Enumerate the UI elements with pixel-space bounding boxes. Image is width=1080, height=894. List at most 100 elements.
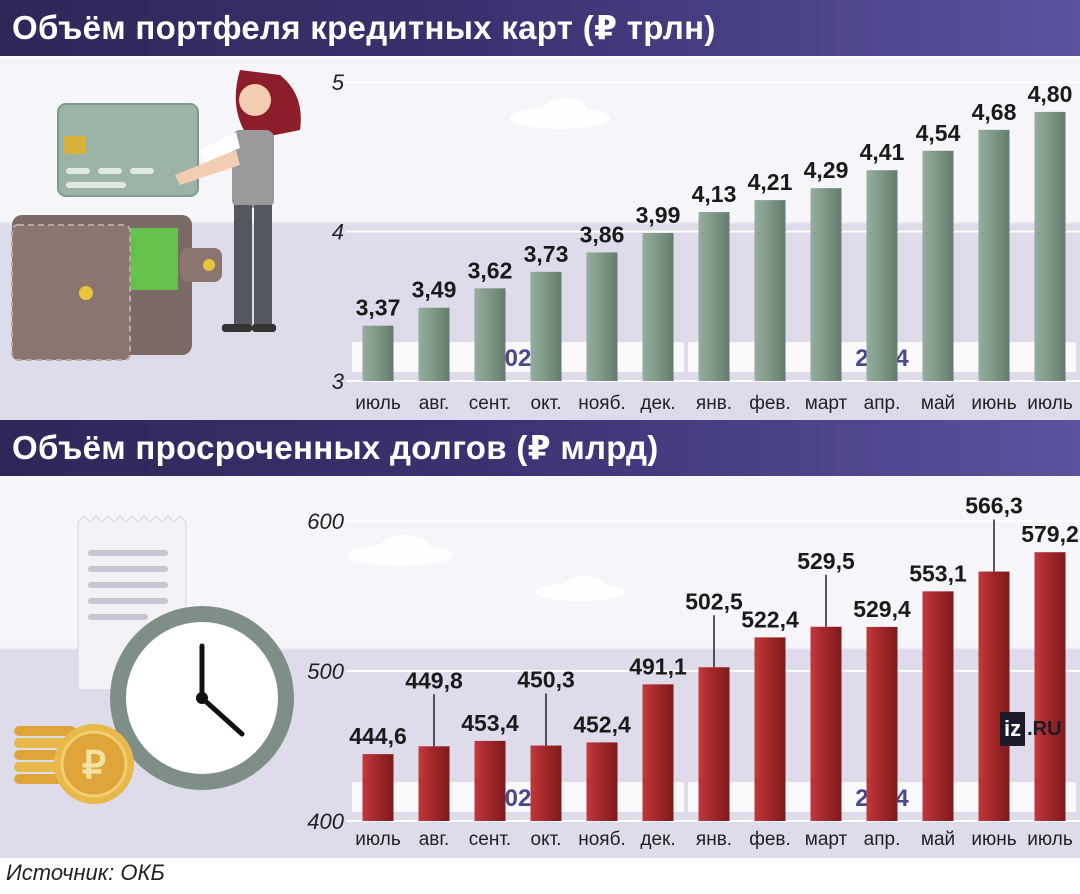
value-label: 502,5	[685, 588, 743, 614]
credit-card-illustration-icon	[57, 103, 199, 197]
value-label: 529,5	[797, 548, 855, 574]
clock-icon	[110, 606, 294, 790]
bar	[418, 307, 450, 381]
bar	[474, 288, 506, 381]
y-tick-label: 600	[307, 509, 344, 534]
bar	[642, 232, 674, 381]
logo-iz: iz	[1000, 712, 1026, 746]
x-tick-label: фев.	[749, 393, 791, 414]
value-label: 553,1	[909, 560, 967, 586]
value-label: 4,80	[1028, 81, 1073, 107]
y-tick-label: 400	[307, 809, 344, 834]
value-label: 4,41	[860, 139, 905, 165]
top-chart-title: Объём портфеля кредитных карт (₽ трлн)	[0, 0, 1080, 56]
x-tick-label: июль	[1027, 393, 1073, 414]
bar	[362, 754, 394, 821]
x-tick-label: июль	[1027, 829, 1073, 850]
svg-text:₽: ₽	[82, 745, 106, 787]
x-tick-label: сент.	[469, 393, 511, 414]
bar	[754, 637, 786, 821]
x-tick-label: июль	[355, 829, 401, 850]
value-label: 3,49	[412, 277, 457, 303]
value-label: 3,62	[468, 257, 513, 283]
bar	[362, 325, 394, 381]
bar	[810, 188, 842, 381]
y-tick-label: 5	[332, 70, 345, 95]
logo-ru: .RU	[1027, 717, 1062, 740]
value-label: 4,29	[804, 157, 849, 183]
bar	[810, 626, 842, 821]
bar	[530, 745, 562, 821]
iz-ru-logo: iz .RU	[1000, 712, 1062, 746]
bar	[586, 252, 618, 381]
year-band	[352, 342, 684, 372]
value-label: 522,4	[741, 606, 799, 632]
value-label: 491,1	[629, 653, 687, 679]
value-label: 4,54	[916, 120, 961, 146]
y-tick-label: 4	[332, 220, 344, 245]
bar	[530, 271, 562, 381]
bar	[698, 667, 730, 821]
value-label: 3,99	[636, 202, 681, 228]
year-band	[352, 782, 684, 812]
bar	[642, 684, 674, 821]
x-tick-label: фев.	[749, 829, 791, 850]
bar	[418, 746, 450, 821]
x-tick-label: янв.	[696, 393, 732, 414]
value-label: 4,68	[972, 99, 1017, 125]
bar	[754, 200, 786, 381]
top-bar-chart: 345202320243,37июль3,49авг.3,62сент.3,73…	[332, 70, 1080, 414]
bar	[586, 742, 618, 821]
cloud-icon	[348, 98, 626, 601]
x-tick-label: май	[921, 393, 955, 414]
x-tick-label: дек.	[640, 393, 675, 414]
bar	[1034, 111, 1066, 382]
value-label: 3,86	[580, 221, 625, 247]
value-label: 4,21	[748, 169, 793, 195]
value-label: 529,4	[853, 596, 911, 622]
bar	[922, 150, 954, 381]
bottom-chart-title: Объём просроченных долгов (₽ млрд)	[0, 420, 1080, 476]
x-tick-label: авг.	[419, 393, 450, 414]
source-note: Источник: ОКБ	[6, 860, 165, 885]
x-tick-label: июнь	[971, 829, 1016, 850]
x-tick-label: июнь	[971, 393, 1016, 414]
x-tick-label: авг.	[419, 829, 450, 850]
bar	[978, 129, 1010, 381]
x-tick-label: апр.	[864, 829, 901, 850]
x-tick-label: нояб.	[578, 829, 626, 850]
value-label: 4,13	[692, 181, 737, 207]
x-tick-label: март	[805, 393, 848, 414]
bar	[474, 740, 506, 821]
value-label: 3,37	[356, 295, 401, 321]
bar	[922, 591, 954, 821]
x-tick-label: дек.	[640, 829, 675, 850]
value-label: 3,73	[524, 241, 569, 267]
value-label: 450,3	[517, 667, 575, 693]
x-tick-label: янв.	[696, 829, 732, 850]
bar	[698, 212, 730, 381]
bar	[866, 170, 898, 381]
value-label: 452,4	[573, 711, 631, 737]
value-label: 449,8	[405, 667, 463, 693]
y-tick-label: 500	[307, 659, 344, 684]
bar	[1034, 552, 1066, 821]
bar	[866, 626, 898, 821]
x-tick-label: май	[921, 829, 955, 850]
x-tick-label: сент.	[469, 829, 511, 850]
x-tick-label: июль	[355, 393, 401, 414]
bar	[978, 571, 1010, 821]
value-label: 566,3	[965, 493, 1023, 519]
x-tick-label: окт.	[531, 829, 562, 850]
y-tick-label: 3	[332, 369, 345, 394]
x-tick-label: окт.	[531, 393, 562, 414]
value-label: 444,6	[349, 723, 407, 749]
x-tick-label: апр.	[864, 393, 901, 414]
value-label: 453,4	[461, 710, 519, 736]
wallet-icon	[11, 215, 222, 361]
x-tick-label: март	[805, 829, 848, 850]
x-tick-label: нояб.	[578, 393, 626, 414]
value-label: 579,2	[1021, 521, 1079, 547]
woman-figure-icon	[175, 70, 301, 332]
